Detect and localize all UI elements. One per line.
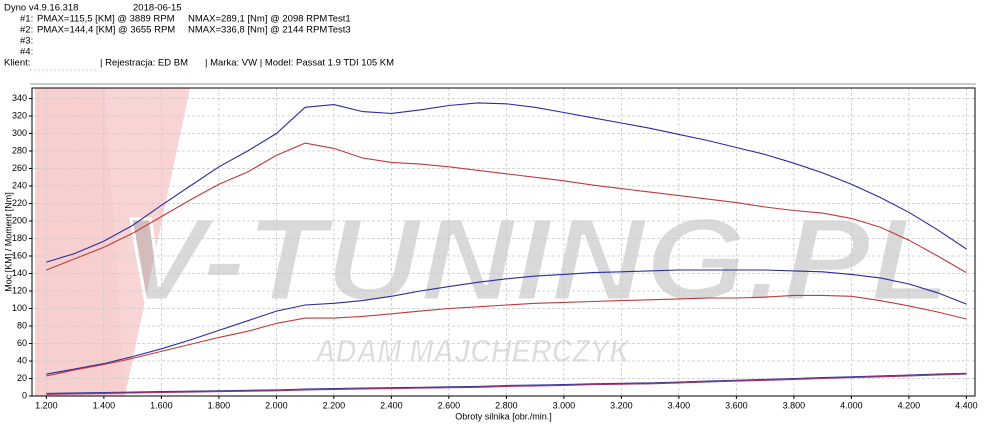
test-name: Test1 — [328, 14, 351, 25]
series-line — [46, 372, 967, 394]
nmax: NMAX=336,8 [Nm] @ 2144 RPM — [188, 25, 327, 36]
y-axis-label: Moc [KM] / Moment [Nm] — [3, 192, 13, 292]
y-tick-label: 120 — [12, 285, 27, 295]
watermark-author: ADAM MAJCHERCZYK — [314, 333, 632, 369]
slot: #4: — [20, 47, 33, 58]
x-tick-label: 4.200 — [898, 400, 921, 410]
x-tick-label: 1.600 — [150, 400, 173, 410]
pmax: PMAX=144,4 [KM] @ 3655 RPM — [37, 25, 175, 36]
logo-shape — [35, 88, 125, 396]
x-tick-label: 2.400 — [380, 400, 403, 410]
slot: #3: — [20, 36, 33, 47]
x-tick-label: 2.600 — [438, 400, 461, 410]
y-tick-label: 0 — [22, 390, 27, 400]
series-line — [46, 102, 967, 263]
test-id: #1: — [20, 14, 33, 25]
y-tick-label: 160 — [12, 250, 27, 260]
watermark-logo: V-TUNING.PL — [120, 194, 950, 326]
y-tick-label: 320 — [12, 110, 27, 120]
y-tick-label: 200 — [12, 215, 27, 225]
y-tick-label: 60 — [17, 338, 27, 348]
x-tick-label: 3.800 — [783, 400, 806, 410]
x-tick-label: 2.200 — [323, 400, 346, 410]
series-line — [46, 294, 967, 377]
y-tick-label: 260 — [12, 163, 27, 173]
x-tick-label: 3.000 — [553, 400, 576, 410]
y-tick-label: 80 — [17, 320, 27, 330]
x-tick-label: 3.600 — [725, 400, 748, 410]
x-tick-label: 4.000 — [840, 400, 863, 410]
y-tick-label: 180 — [12, 233, 27, 243]
client: Klient: — [4, 58, 30, 69]
y-tick-label: 340 — [12, 93, 27, 103]
series-line — [46, 373, 967, 395]
x-tick-label: 1.800 — [208, 400, 231, 410]
registration: | Rejestracja: ED BM — [100, 58, 188, 69]
x-tick-label: 1.400 — [93, 400, 116, 410]
x-tick-label: 4.400 — [955, 400, 978, 410]
x-axis-label: Obroty silnika [obr./min.] — [455, 411, 552, 421]
y-tick-label: 100 — [12, 303, 27, 313]
y-tick-label: 220 — [12, 198, 27, 208]
x-tick-label: 1.200 — [35, 400, 58, 410]
y-tick-label: 40 — [17, 355, 27, 365]
pmax: PMAX=115,5 [KM] @ 3889 RPM — [37, 14, 175, 25]
logo-shape — [105, 88, 190, 396]
test-name: Test3 — [328, 25, 351, 36]
app-version: Dyno v4.9.16.318 — [4, 3, 78, 14]
test-id: #2: — [20, 25, 33, 36]
x-tick-label: 2.800 — [495, 400, 518, 410]
series-line — [46, 269, 967, 375]
y-tick-label: 240 — [12, 180, 27, 190]
y-tick-label: 280 — [12, 145, 27, 155]
x-tick-label: 2.000 — [265, 400, 288, 410]
x-tick-label: 3.200 — [610, 400, 633, 410]
vehicle: | Marka: VW | Model: Passat 1.9 TDI 105 … — [205, 58, 394, 69]
plot-frame — [31, 87, 976, 397]
x-tick-label: 3.400 — [668, 400, 691, 410]
series-line — [46, 142, 967, 274]
nmax: NMAX=289,1 [Nm] @ 2098 RPM — [188, 14, 327, 25]
date: 2018-06-15 — [133, 3, 182, 14]
y-tick-label: 300 — [12, 128, 27, 138]
y-tick-label: 140 — [12, 268, 27, 278]
y-tick-label: 20 — [17, 373, 27, 383]
